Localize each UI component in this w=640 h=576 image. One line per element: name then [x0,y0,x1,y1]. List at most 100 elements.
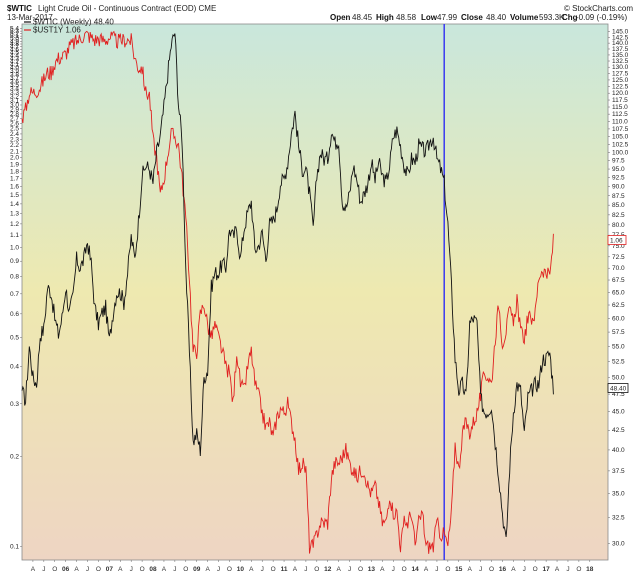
right-tick-label: 67.5 [612,277,625,284]
left-tick-label: 4.9 [10,38,19,45]
right-tick-label: 35.0 [612,490,625,497]
right-tick-label: 97.5 [612,158,625,165]
x-tick-label: 17 [543,566,551,573]
plot-background [21,23,609,561]
x-tick-label: O [271,566,276,573]
left-tick-label: 2.8 [10,111,19,118]
header-close-label: Close [461,13,483,22]
left-tick-label: 3.0 [10,102,19,109]
right-tick-label: 45.0 [612,409,625,416]
x-tick-label: O [576,566,581,573]
left-tick-label: 1.2 [10,221,19,228]
right-tick-label: 65.0 [612,289,625,296]
left-axis-ticks: 0.1 0.2 0.3 0.4 0.5 0.6 0.7 0.8 0.9 1.0 1.1 1.2 1.3 1… [10,26,22,550]
right-tick-label: 122.5 [612,83,629,90]
legend: $WTIC (Weekly) 48.40 $UST1Y 1.06 [24,18,114,35]
left-tick-label: 0.5 [10,334,19,341]
right-tick-label: 140.0 [612,40,629,47]
header-close-value: 48.40 [486,13,507,22]
x-tick-label: 12 [324,566,332,573]
left-tick-label: 2.9 [10,106,19,113]
right-tick-label: 80.0 [612,222,625,229]
x-tick-label: A [31,566,36,573]
left-tick-label: 4.4 [10,52,19,59]
right-tick-label: 105.0 [612,134,629,141]
x-tick-label: J [173,566,176,573]
x-tick-label: A [293,566,298,573]
x-tick-label: O [445,566,450,573]
left-tick-label: 2.4 [10,131,19,138]
right-tick-label: 107.5 [612,126,629,133]
left-tick-label: 0.9 [10,258,19,265]
x-tick-label: O [183,566,188,573]
x-tick-label: A [424,566,429,573]
left-tick-label: 5.3 [10,28,19,35]
legend-label-ust1y: $UST1Y 1.06 [33,26,81,35]
x-tick-label: 09 [193,566,201,573]
right-tick-label: 70.0 [612,265,625,272]
right-tick-label: 142.5 [612,34,629,41]
left-tick-label: 3.5 [10,82,19,89]
x-tick-label: O [140,566,145,573]
legend-label-wtic: $WTIC (Weekly) 48.40 [33,18,114,27]
left-tick-label: 2.6 [10,121,19,128]
last-value-ust1y: 1.06 [607,235,627,245]
header-high-value: 48.58 [396,13,417,22]
right-tick-label: 52.5 [612,359,625,366]
right-tick-label: 82.5 [612,212,625,219]
header-symbol: $WTIC [7,4,32,13]
x-axis-ticks: A J O 06 A J O 07 A J O 08 A J O 09 A J O 10 A J O 11 A J O 12 A J O 13… [31,560,594,573]
left-tick-label: 4.1 [10,61,19,68]
left-tick-label: 2.3 [10,136,19,143]
x-tick-label: A [511,566,516,573]
right-tick-label: 32.5 [612,514,625,521]
x-tick-label: O [402,566,407,573]
x-tick-label: 14 [411,566,419,573]
left-tick-label: 3.2 [10,94,19,101]
header-chg-value: -0.09 (-0.19%) [576,13,627,22]
x-tick-label: 16 [499,566,507,573]
left-tick-label: 3.9 [10,68,19,75]
right-tick-label: 145.0 [612,29,629,36]
left-tick-label: 1.9 [10,161,19,168]
left-tick-label: 5.0 [10,36,19,43]
x-tick-label: J [217,566,220,573]
left-tick-label: 5.4 [10,26,19,33]
right-tick-label: 50.0 [612,374,625,381]
left-tick-label: 3.8 [10,71,19,78]
right-tick-label: 47.5 [612,391,625,398]
right-tick-label: 120.0 [612,90,629,97]
header-high-label: High [376,13,394,22]
right-tick-label: 95.0 [612,166,625,173]
left-tick-label: 0.2 [10,453,19,460]
header-volume-label: Volume [510,13,539,22]
right-tick-label: 110.0 [612,118,628,125]
left-tick-label: 5.1 [10,33,19,40]
left-tick-label: 4.0 [10,65,19,72]
x-tick-label: J [479,566,482,573]
left-tick-label: 2.1 [10,148,19,155]
left-tick-label: 4.3 [10,55,19,62]
last-value-ust1y-text: 1.06 [610,237,623,244]
x-tick-label: A [336,566,341,573]
left-tick-label: 3.6 [10,78,19,85]
series-line-ust1y [21,30,554,554]
left-tick-label: 2.2 [10,142,19,149]
right-tick-label: 30.0 [612,540,625,547]
x-tick-label: O [533,566,538,573]
right-tick-label: 100.0 [612,149,629,156]
left-tick-label: 0.4 [10,363,19,370]
right-tick-label: 135.0 [612,52,629,59]
x-tick-label: J [261,566,264,573]
left-tick-label: 0.7 [10,291,19,298]
header-date: 13-Mar-2017 [7,13,53,22]
left-tick-label: 3.3 [10,90,19,97]
x-tick-label: 08 [149,566,157,573]
right-tick-label: 85.0 [612,202,625,209]
x-tick-label: A [74,566,79,573]
x-tick-label: 15 [455,566,463,573]
x-tick-label: O [96,566,101,573]
x-tick-label: A [118,566,123,573]
right-tick-label: 40.0 [612,447,625,454]
